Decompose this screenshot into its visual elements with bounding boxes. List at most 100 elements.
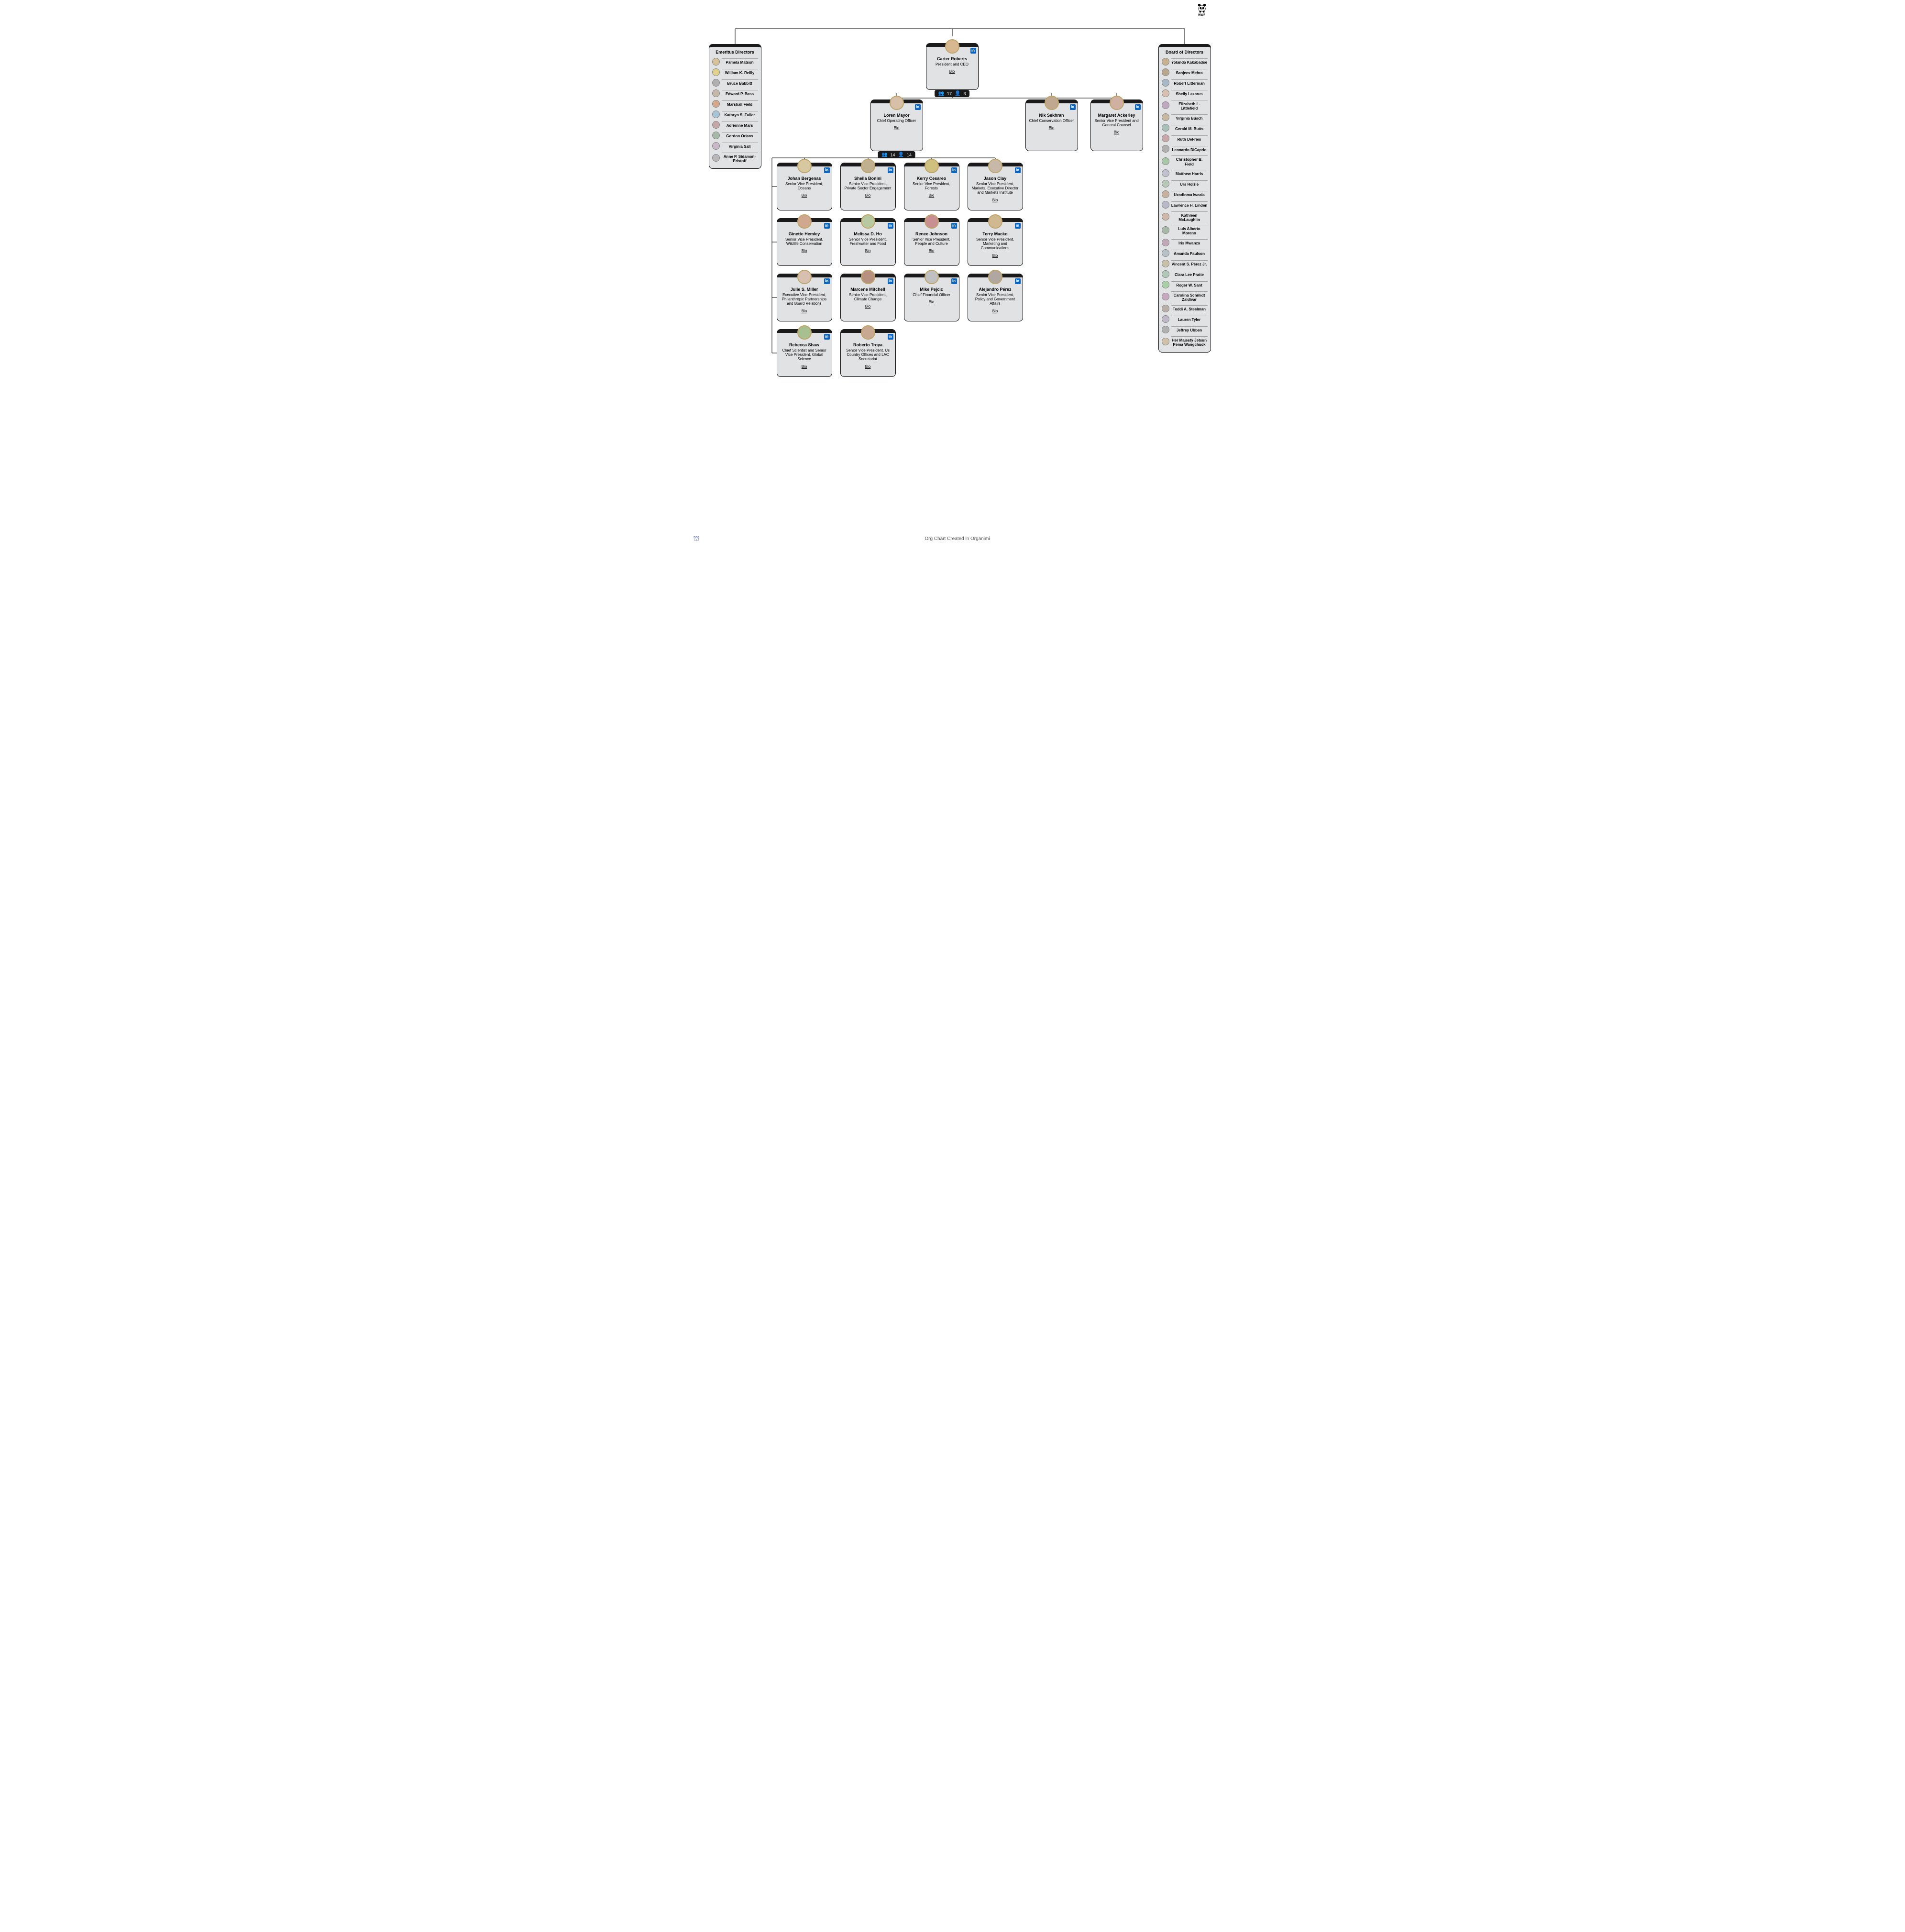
member-row[interactable]: Robert Litterman: [1162, 77, 1208, 88]
card-coo[interactable]: in Loren Mayor Chief Operating Officer B…: [870, 99, 923, 151]
bio-link[interactable]: Bio: [929, 249, 935, 253]
member-row[interactable]: William K. Reilly: [712, 67, 758, 77]
linkedin-icon[interactable]: in: [1015, 223, 1021, 229]
card-report[interactable]: inRoberto TroyaSenior Vice President, Us…: [840, 329, 896, 377]
linkedin-icon[interactable]: in: [951, 167, 957, 173]
linkedin-icon[interactable]: in: [951, 223, 957, 229]
linkedin-icon[interactable]: in: [915, 104, 921, 110]
card-ceo[interactable]: in Carter Roberts President and CEO Bio: [926, 43, 979, 90]
member-row[interactable]: Ruth DeFries: [1162, 133, 1208, 144]
card-report[interactable]: inAlejandro PérezSenior Vice President, …: [968, 274, 1023, 321]
member-row[interactable]: Marshall Field: [712, 99, 758, 109]
member-row[interactable]: Uzodinma Iweala: [1162, 189, 1208, 199]
bio-link[interactable]: Bio: [802, 249, 807, 253]
avatar: [1162, 326, 1169, 333]
card-report[interactable]: inKerry CesareoSenior Vice President, Fo…: [904, 163, 959, 210]
member-row[interactable]: Virginia Sall: [712, 141, 758, 151]
card-report[interactable]: inGinette HemleySenior Vice President, W…: [777, 218, 832, 266]
member-row[interactable]: Shelly Lazarus: [1162, 88, 1208, 99]
member-name: Kathryn S. Fuller: [722, 111, 758, 117]
ceo-counts-pill[interactable]: 👥17 👤3: [935, 90, 970, 97]
member-row[interactable]: Matthew Harris: [1162, 168, 1208, 178]
member-row[interactable]: Her Majesty Jetsun Pema Wangchuck: [1162, 335, 1208, 348]
linkedin-icon[interactable]: in: [888, 223, 893, 229]
member-row[interactable]: Sanjeev Mehra: [1162, 67, 1208, 77]
bio-link[interactable]: Bio: [992, 254, 998, 258]
linkedin-icon[interactable]: in: [888, 167, 893, 173]
member-row[interactable]: Luis Alberto Moreno: [1162, 223, 1208, 237]
linkedin-icon[interactable]: in: [951, 278, 957, 284]
linkedin-icon[interactable]: in: [824, 334, 830, 340]
member-row[interactable]: Roger W. Sant: [1162, 279, 1208, 290]
card-report[interactable]: inJulie S. MillerExecutive Vice-Presiden…: [777, 274, 832, 321]
member-row[interactable]: Clara Lee Pratte: [1162, 269, 1208, 279]
card-report[interactable]: inRenee JohnsonSenior Vice President, Pe…: [904, 218, 959, 266]
bio-link[interactable]: Bio: [865, 249, 871, 253]
avatar: [797, 270, 812, 284]
linkedin-icon[interactable]: in: [1135, 104, 1141, 110]
linkedin-icon[interactable]: in: [824, 278, 830, 284]
bio-link[interactable]: Bio: [894, 126, 900, 130]
member-row[interactable]: Anne P. Sidamon-Eristoff: [712, 151, 758, 165]
card-report[interactable]: inRebecca ShawChief Scientist and Senior…: [777, 329, 832, 377]
linkedin-icon[interactable]: in: [824, 167, 830, 173]
member-row[interactable]: Yolanda Kakabadse: [1162, 56, 1208, 67]
card-report[interactable]: inMelissa D. HoSenior Vice President, Fr…: [840, 218, 896, 266]
card-general-counsel[interactable]: in Margaret Ackerley Senior Vice Preside…: [1090, 99, 1143, 151]
linkedin-icon[interactable]: in: [970, 48, 976, 54]
person-name: Sheila Bonini: [844, 176, 892, 181]
member-row[interactable]: Pamela Matson: [712, 56, 758, 67]
bio-link[interactable]: Bio: [929, 193, 935, 198]
coo-counts-pill[interactable]: 👥14 👤14: [878, 151, 915, 158]
member-row[interactable]: Virginia Busch: [1162, 112, 1208, 122]
person-name: Melissa D. Ho: [844, 232, 892, 236]
bio-link[interactable]: Bio: [929, 300, 935, 304]
member-row[interactable]: Edward P. Bass: [712, 88, 758, 99]
avatar: [925, 214, 939, 229]
member-row[interactable]: Gerald M. Butts: [1162, 122, 1208, 133]
card-report[interactable]: inJohan BergenasSenior Vice President, O…: [777, 163, 832, 210]
member-row[interactable]: Elizabeth L. Littlefield: [1162, 99, 1208, 112]
bio-link[interactable]: Bio: [865, 193, 871, 198]
card-report[interactable]: inMike PejcicChief Financial OfficerBio: [904, 274, 959, 321]
bio-link[interactable]: Bio: [1114, 130, 1120, 134]
card-cco[interactable]: in Nik Sekhran Chief Conservation Office…: [1025, 99, 1078, 151]
member-row[interactable]: Kathryn S. Fuller: [712, 109, 758, 120]
bio-link[interactable]: Bio: [802, 193, 807, 198]
card-report[interactable]: inTerry MackoSenior Vice President, Mark…: [968, 218, 1023, 266]
bio-link[interactable]: Bio: [802, 364, 807, 369]
linkedin-icon[interactable]: in: [1070, 104, 1076, 110]
bio-link[interactable]: Bio: [992, 309, 998, 313]
member-row[interactable]: Gordon Orians: [712, 130, 758, 141]
member-row[interactable]: Jeffrey Ubben: [1162, 324, 1208, 335]
member-name: Matthew Harris: [1171, 170, 1208, 176]
card-report[interactable]: inJason ClaySenior Vice President, Marke…: [968, 163, 1023, 210]
linkedin-icon[interactable]: in: [824, 223, 830, 229]
bio-link[interactable]: Bio: [949, 69, 955, 74]
card-report[interactable]: inSheila BoniniSenior Vice President, Pr…: [840, 163, 896, 210]
member-row[interactable]: Kathleen McLaughlin: [1162, 210, 1208, 223]
card-report[interactable]: inMarcene MitchellSenior Vice President,…: [840, 274, 896, 321]
member-row[interactable]: Lauren Tyler: [1162, 314, 1208, 324]
member-row[interactable]: Amanda Paulson: [1162, 248, 1208, 258]
linkedin-icon[interactable]: in: [1015, 278, 1021, 284]
linkedin-icon[interactable]: in: [1015, 167, 1021, 173]
bio-link[interactable]: Bio: [992, 198, 998, 202]
linkedin-icon[interactable]: in: [888, 334, 893, 340]
member-row[interactable]: Urs Hölzle: [1162, 178, 1208, 189]
avatar: [712, 68, 720, 76]
member-row[interactable]: Toddi A. Steelman: [1162, 303, 1208, 314]
member-row[interactable]: Bruce Babbitt: [712, 77, 758, 88]
bio-link[interactable]: Bio: [865, 364, 871, 369]
bio-link[interactable]: Bio: [1049, 126, 1055, 130]
bio-link[interactable]: Bio: [865, 304, 871, 309]
member-row[interactable]: Adrienne Mars: [712, 120, 758, 130]
bio-link[interactable]: Bio: [802, 309, 807, 313]
member-row[interactable]: Iris Mwanza: [1162, 237, 1208, 248]
member-row[interactable]: Christopher B. Field: [1162, 154, 1208, 167]
member-row[interactable]: Leonardo DiCaprio: [1162, 144, 1208, 154]
linkedin-icon[interactable]: in: [888, 278, 893, 284]
member-row[interactable]: Vincent S. Pérez Jr.: [1162, 258, 1208, 269]
member-row[interactable]: Lawrence H. Linden: [1162, 199, 1208, 210]
member-row[interactable]: Carolina Schmidt Zaldívar: [1162, 290, 1208, 303]
